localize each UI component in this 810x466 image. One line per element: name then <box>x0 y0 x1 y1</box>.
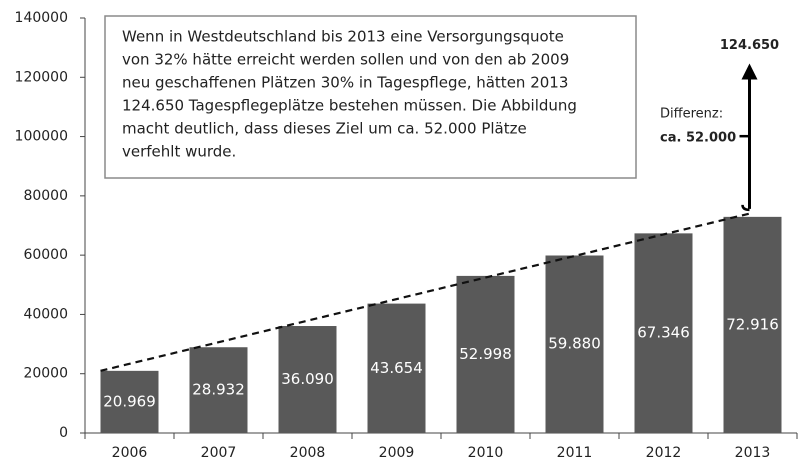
y-tick-label: 0 <box>59 425 68 441</box>
y-tick-label: 120000 <box>15 69 68 85</box>
x-tick-label: 2009 <box>379 445 415 461</box>
value-label: 72.916 <box>726 315 779 333</box>
value-label: 52.998 <box>459 345 512 363</box>
bar <box>100 370 159 433</box>
brace-hook <box>741 204 750 212</box>
note-box <box>104 15 637 179</box>
bar <box>189 347 248 433</box>
x-tick-label: 2006 <box>112 445 148 461</box>
x-tick-label: 2010 <box>468 445 504 461</box>
target-label: 124.650 <box>720 38 779 53</box>
note-line: neu geschaffenen Plätzen 30% in Tagespfl… <box>122 74 568 92</box>
note-line: macht deutlich, dass dieses Ziel um ca. … <box>122 120 527 138</box>
bar <box>278 326 337 433</box>
x-tick-label: 2007 <box>201 445 237 461</box>
value-label: 59.880 <box>548 335 601 353</box>
y-tick-label: 60000 <box>23 247 68 263</box>
difference-value: ca. 52.000 <box>660 131 736 146</box>
note-line: verfehlt wurde. <box>122 143 236 161</box>
y-tick-label: 80000 <box>23 188 68 204</box>
trend-line <box>100 211 753 372</box>
arrow-head <box>741 63 758 80</box>
y-tick-label: 40000 <box>23 306 68 322</box>
bar <box>456 275 515 433</box>
value-label: 36.090 <box>281 370 334 388</box>
x-tick-label: 2013 <box>735 445 771 461</box>
x-tick-label: 2011 <box>557 445 593 461</box>
bar <box>367 303 426 433</box>
value-label: 43.654 <box>370 359 423 377</box>
note-line: von 32% hätte erreicht werden sollen und… <box>122 51 569 69</box>
bar <box>634 233 693 433</box>
y-tick-label: 20000 <box>23 366 68 382</box>
value-label: 20.969 <box>103 392 156 410</box>
difference-label: Differenz: <box>660 107 723 122</box>
x-tick-label: 2012 <box>646 445 682 461</box>
note-line: Wenn in Westdeutschland bis 2013 eine Ve… <box>122 28 564 46</box>
bar <box>545 255 604 433</box>
x-tick-label: 2008 <box>290 445 326 461</box>
value-label: 28.932 <box>192 381 245 399</box>
y-tick-label: 100000 <box>15 129 68 145</box>
value-label: 67.346 <box>637 324 690 342</box>
bar <box>723 216 782 433</box>
y-tick-label: 140000 <box>15 10 68 26</box>
note-line: 124.650 Tagespflegeplätze bestehen müsse… <box>122 97 577 115</box>
